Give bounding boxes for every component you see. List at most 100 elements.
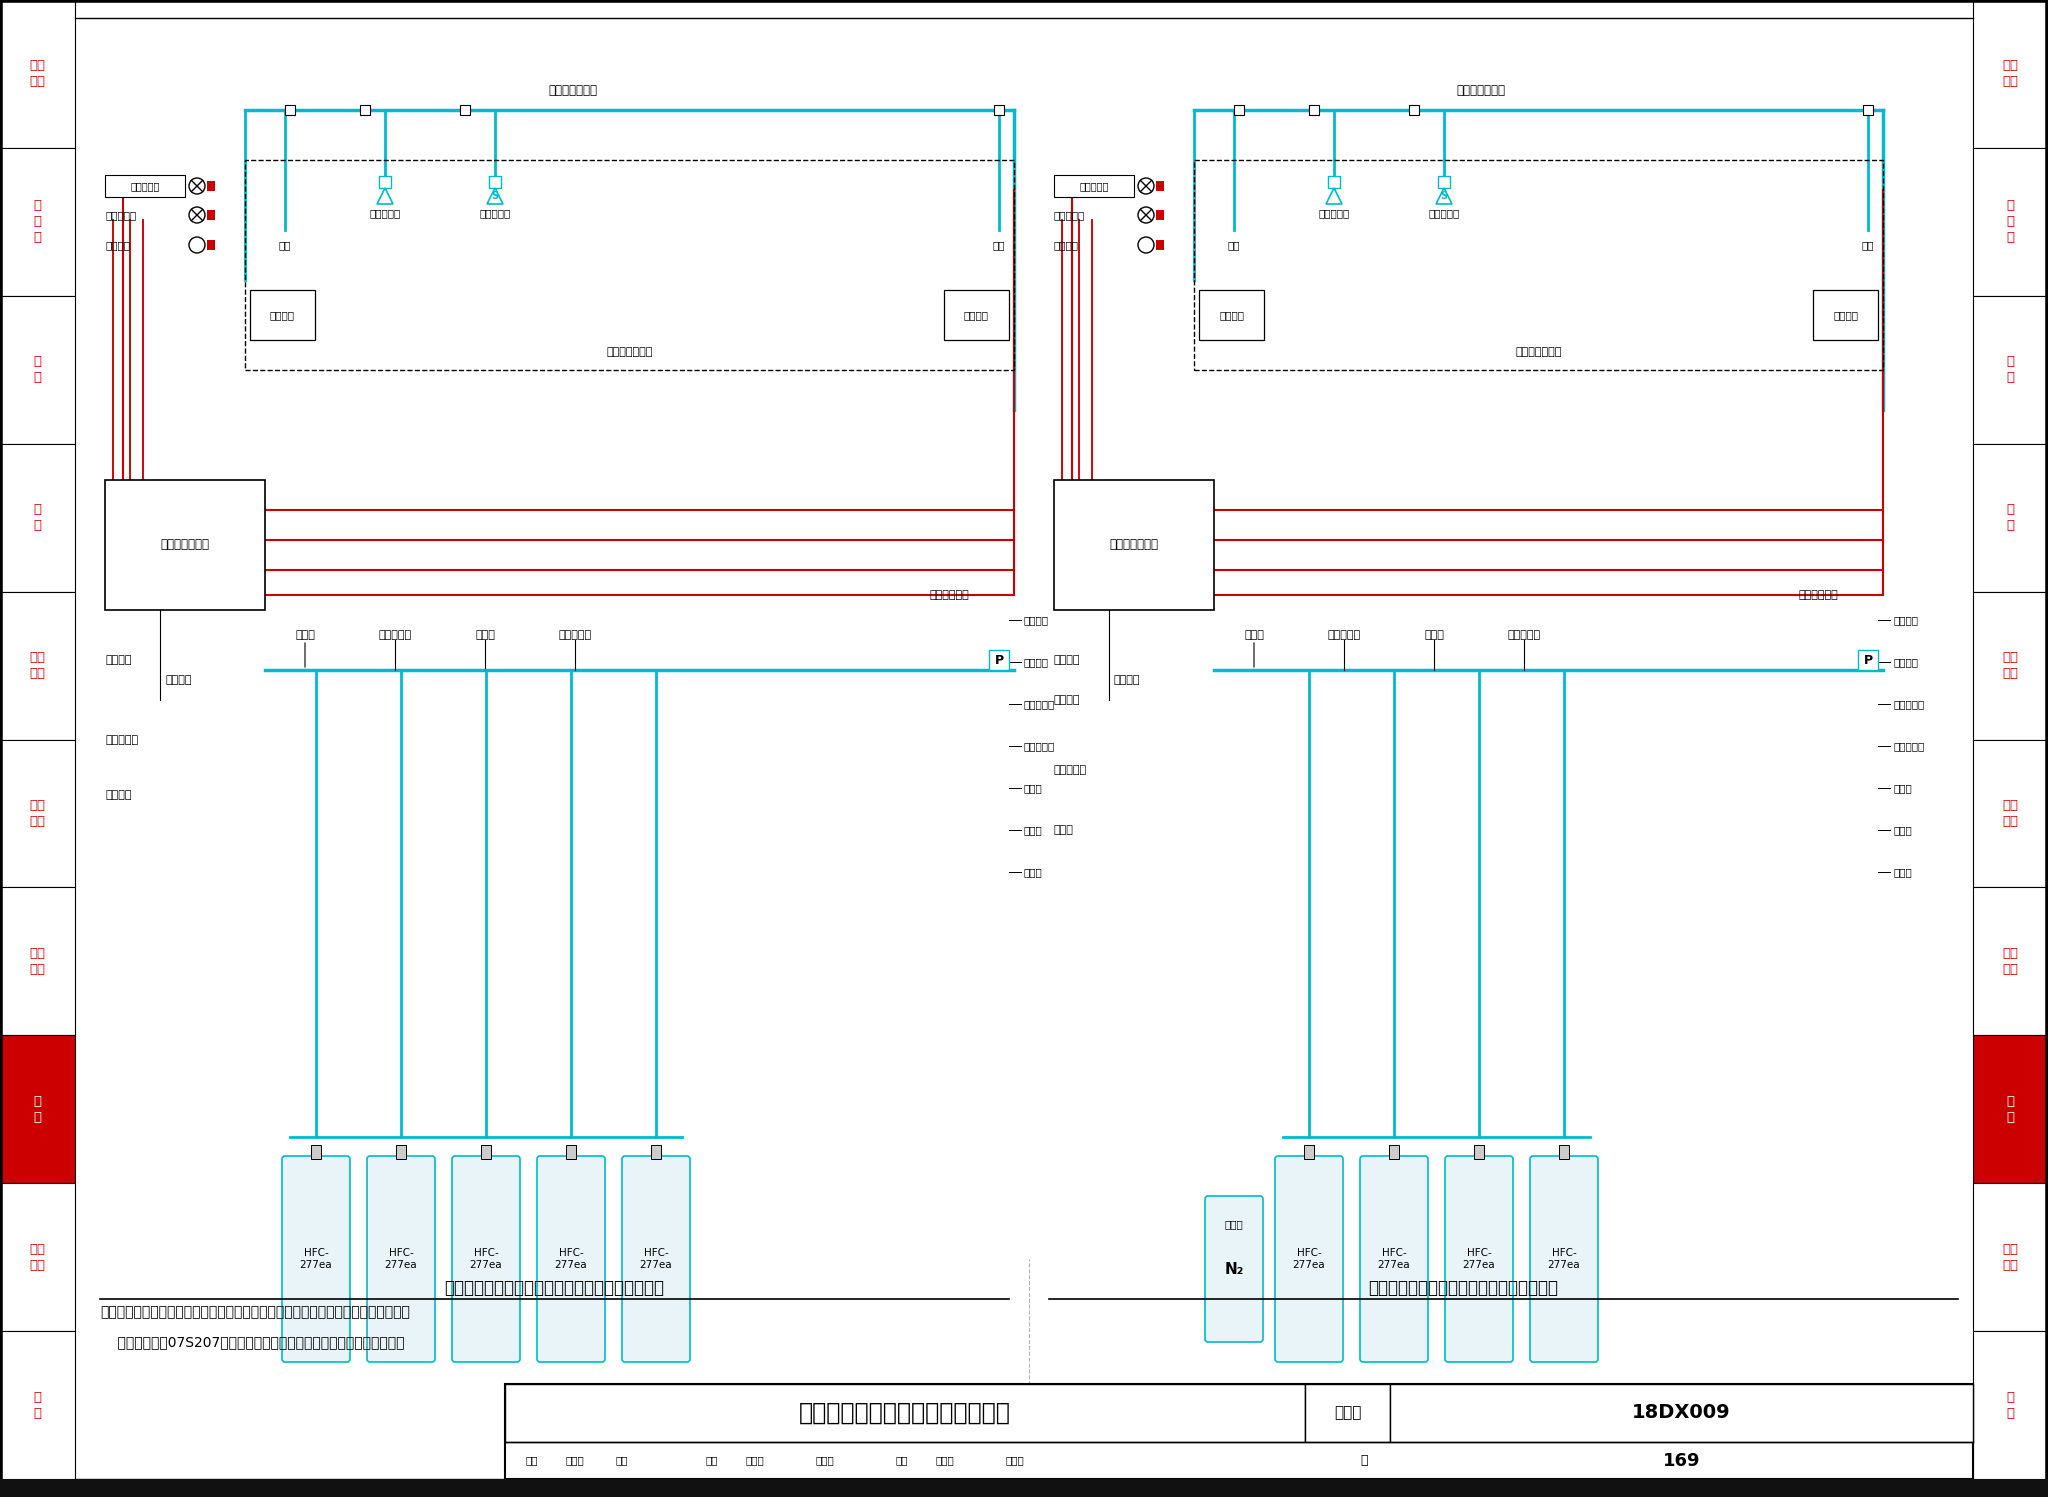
Text: 图集号: 图集号 bbox=[1333, 1406, 1362, 1421]
Bar bbox=[944, 290, 1010, 340]
FancyBboxPatch shape bbox=[367, 1156, 434, 1362]
Bar bbox=[0, 1331, 76, 1479]
Bar bbox=[207, 181, 215, 192]
Text: S: S bbox=[492, 192, 498, 201]
Text: 集流管: 集流管 bbox=[1243, 630, 1264, 641]
Polygon shape bbox=[487, 189, 504, 204]
Text: 信息机房防护区: 信息机房防护区 bbox=[606, 347, 653, 356]
Bar bbox=[1972, 443, 2048, 591]
Text: 安全阀: 安全阀 bbox=[1423, 630, 1444, 641]
Text: 高压软管: 高压软管 bbox=[1892, 657, 1919, 668]
Text: 联动设备: 联动设备 bbox=[1219, 310, 1243, 320]
Text: 169: 169 bbox=[1663, 1452, 1700, 1470]
Text: 钟景华: 钟景华 bbox=[565, 1455, 584, 1466]
Text: 七氟丙烷单元独立灭火系统原理图: 七氟丙烷单元独立灭火系统原理图 bbox=[799, 1401, 1012, 1425]
Text: 喷头: 喷头 bbox=[279, 240, 291, 250]
Text: P: P bbox=[1864, 654, 1872, 666]
FancyBboxPatch shape bbox=[283, 1156, 350, 1362]
Text: 网络
布线: 网络 布线 bbox=[29, 651, 45, 680]
Text: 供
配
电: 供 配 电 bbox=[2007, 199, 2015, 244]
Bar bbox=[506, 1385, 1305, 1442]
Bar bbox=[1972, 1183, 2048, 1331]
Text: 启动管路: 启动管路 bbox=[104, 790, 131, 799]
Text: 审核: 审核 bbox=[524, 1455, 537, 1466]
Bar bbox=[1155, 240, 1163, 250]
Bar bbox=[250, 290, 315, 340]
Bar bbox=[0, 443, 76, 591]
Text: 储气架: 储气架 bbox=[1024, 867, 1042, 877]
Text: 接
地: 接 地 bbox=[2007, 355, 2015, 385]
Text: 气动启动器: 气动启动器 bbox=[1892, 741, 1925, 751]
Text: 手动控制: 手动控制 bbox=[1055, 240, 1079, 250]
Text: 页: 页 bbox=[1360, 1454, 1368, 1467]
Bar bbox=[285, 105, 295, 115]
Text: 标准设计图集07S207《气体消防系统选用、安装与建筑灭火器配置》。: 标准设计图集07S207《气体消防系统选用、安装与建筑灭火器配置》。 bbox=[100, 1335, 406, 1349]
Bar bbox=[506, 1385, 1972, 1479]
Text: 注：本图为有管网七氟丙烷单元独立灭火系统原理图，具体技术参数可参见国家建筑: 注：本图为有管网七氟丙烷单元独立灭火系统原理图，具体技术参数可参见国家建筑 bbox=[100, 1305, 410, 1319]
Bar bbox=[1155, 210, 1163, 220]
Bar bbox=[360, 105, 371, 115]
Text: 启动瓶: 启动瓶 bbox=[1055, 825, 1073, 835]
Text: 建筑
结构: 建筑 结构 bbox=[29, 60, 45, 88]
Text: 储气瓶: 储气瓶 bbox=[1024, 825, 1042, 835]
Bar bbox=[0, 296, 76, 443]
Bar bbox=[1858, 650, 1878, 671]
Text: 七氟丙烷单元独立系统原理图（氮气驱动）: 七氟丙烷单元独立系统原理图（氮气驱动） bbox=[1368, 1278, 1559, 1296]
Bar bbox=[0, 1183, 76, 1331]
Bar bbox=[1972, 591, 2048, 740]
Text: 工程
示例: 工程 示例 bbox=[2003, 1243, 2019, 1271]
Text: 气体灭火控制器: 气体灭火控制器 bbox=[1110, 539, 1159, 551]
Text: 电磁启动器: 电磁启动器 bbox=[104, 735, 137, 746]
Bar bbox=[1055, 175, 1135, 198]
Text: 供
配
电: 供 配 电 bbox=[33, 199, 41, 244]
Text: 焊接堵头: 焊接堵头 bbox=[1055, 656, 1081, 665]
Bar bbox=[1972, 296, 2048, 443]
Bar bbox=[1972, 1036, 2048, 1183]
Text: HFC-
277ea: HFC- 277ea bbox=[469, 1248, 502, 1269]
Text: 消
防: 消 防 bbox=[33, 1094, 41, 1124]
Text: HFC-
277ea: HFC- 277ea bbox=[1548, 1248, 1581, 1269]
Text: 电磁启动器: 电磁启动器 bbox=[1055, 765, 1087, 775]
Text: 喷放指示灯: 喷放指示灯 bbox=[104, 210, 137, 220]
Text: 校对: 校对 bbox=[705, 1455, 717, 1466]
Text: 监
控: 监 控 bbox=[2007, 503, 2015, 531]
Bar bbox=[1864, 105, 1874, 115]
Text: 连接法兰: 连接法兰 bbox=[1892, 615, 1919, 626]
Bar bbox=[651, 1145, 662, 1159]
Bar bbox=[0, 1036, 76, 1183]
Text: 联动设备: 联动设备 bbox=[270, 310, 295, 320]
FancyBboxPatch shape bbox=[1204, 1196, 1264, 1341]
Text: 手动控制: 手动控制 bbox=[104, 240, 129, 250]
Text: 自锁压力开关: 自锁压力开关 bbox=[930, 590, 969, 600]
Text: HFC-
277ea: HFC- 277ea bbox=[299, 1248, 332, 1269]
Text: 高压软管: 高压软管 bbox=[1024, 657, 1049, 668]
Text: 启动管路: 启动管路 bbox=[1055, 695, 1081, 705]
Bar bbox=[993, 105, 1004, 115]
Bar bbox=[1409, 105, 1419, 115]
Bar bbox=[1391, 1385, 1972, 1442]
Bar bbox=[207, 210, 215, 220]
Bar bbox=[0, 148, 76, 296]
Text: 电磁
屏蔽: 电磁 屏蔽 bbox=[2003, 799, 2019, 828]
Text: P: P bbox=[995, 654, 1004, 666]
Text: 手动启动器: 手动启动器 bbox=[1024, 699, 1055, 710]
Text: S: S bbox=[1440, 192, 1448, 201]
Bar bbox=[104, 481, 264, 609]
Bar bbox=[1198, 290, 1264, 340]
FancyBboxPatch shape bbox=[1276, 1156, 1343, 1362]
Text: 容器阀: 容器阀 bbox=[1892, 783, 1911, 793]
Bar bbox=[1389, 1145, 1399, 1159]
FancyBboxPatch shape bbox=[1530, 1156, 1597, 1362]
Text: 附
录: 附 录 bbox=[33, 1391, 41, 1419]
Bar bbox=[1972, 148, 2048, 296]
Bar bbox=[1475, 1145, 1485, 1159]
Bar bbox=[1155, 181, 1163, 192]
Text: HFC-
277ea: HFC- 277ea bbox=[555, 1248, 588, 1269]
Text: 空气
调节: 空气 调节 bbox=[29, 946, 45, 976]
Text: 电磁
屏蔽: 电磁 屏蔽 bbox=[29, 799, 45, 828]
Text: 焊接堵头: 焊接堵头 bbox=[166, 675, 193, 686]
Text: 钟评: 钟评 bbox=[614, 1455, 627, 1466]
FancyBboxPatch shape bbox=[453, 1156, 520, 1362]
Text: 感温探测器: 感温探测器 bbox=[369, 208, 401, 219]
Text: 晁怀颜: 晁怀颜 bbox=[745, 1455, 764, 1466]
